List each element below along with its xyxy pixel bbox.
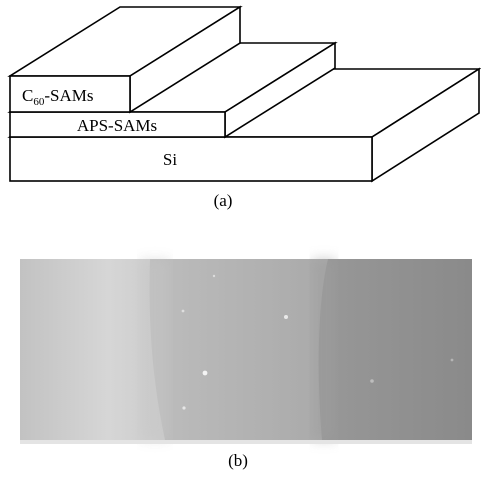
- panel-b-caption: (b): [228, 451, 248, 470]
- aps-front-face: [9, 111, 226, 138]
- sample-photo: [20, 259, 472, 444]
- aps-label: APS-SAMs: [77, 116, 157, 135]
- speckle: [370, 379, 374, 383]
- edge-blend-right: [312, 259, 336, 440]
- speckle: [202, 370, 208, 376]
- photo-bottom-strip: [20, 440, 472, 444]
- panel-a-caption: (a): [214, 191, 233, 210]
- speckle: [450, 358, 454, 362]
- si-label: Si: [163, 150, 177, 169]
- layer-stack-diagram: [7, 5, 481, 183]
- edge-blend-left: [140, 259, 170, 440]
- si-front-face: [9, 136, 373, 182]
- speckle: [284, 315, 288, 319]
- c60-front-face: [9, 75, 131, 113]
- speckle: [212, 274, 216, 278]
- speckle: [181, 309, 185, 313]
- speckle: [182, 406, 186, 410]
- c60-label: C60-SAMs: [22, 86, 93, 108]
- c60-layer: [7, 5, 243, 114]
- region-dark: [318, 259, 472, 440]
- region-medium: [149, 259, 330, 440]
